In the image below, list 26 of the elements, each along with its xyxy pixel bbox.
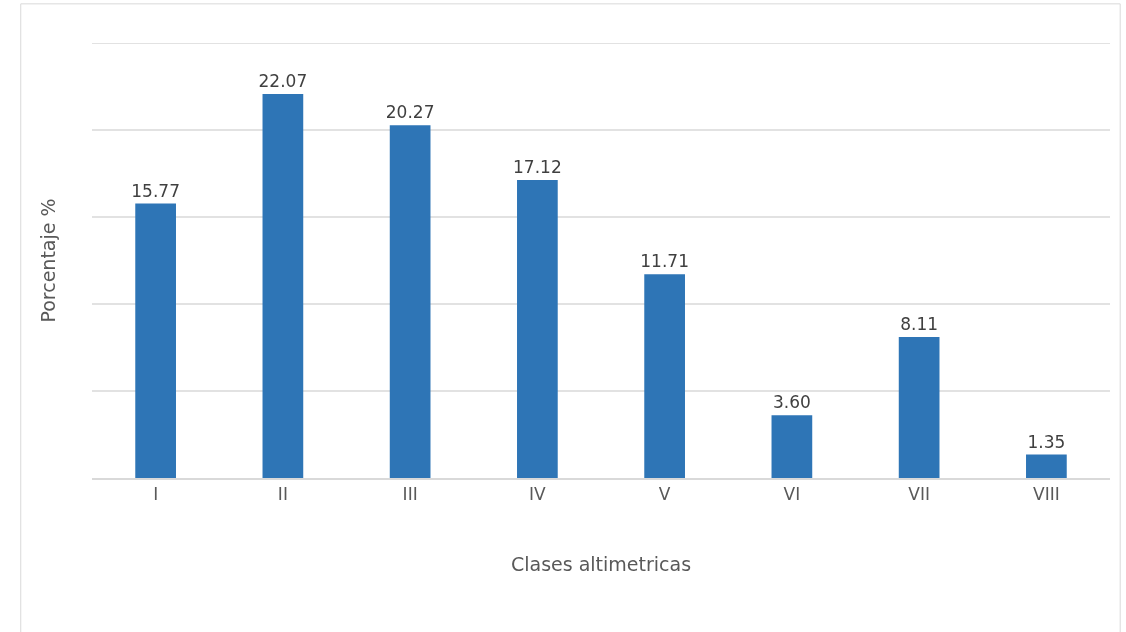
x-tick-label: IV <box>529 484 547 505</box>
x-tick-label: VII <box>908 484 930 505</box>
x-tick-label: V <box>658 484 671 505</box>
bar <box>771 415 813 478</box>
y-axis-title: Porcentaje % <box>36 198 59 323</box>
data-label: 15.77 <box>131 180 180 201</box>
x-tick-label: VI <box>783 484 801 505</box>
data-label: 20.27 <box>385 102 435 123</box>
x-tick-label: I <box>153 484 159 505</box>
bar <box>389 125 431 478</box>
bar <box>135 203 176 478</box>
bar <box>644 274 685 478</box>
bar <box>262 93 304 478</box>
data-label: 17.12 <box>513 157 562 178</box>
bar <box>517 180 558 478</box>
data-label: 8.11 <box>900 313 939 334</box>
bar <box>1026 454 1067 478</box>
x-axis-title: Clases altimetricas <box>510 553 692 576</box>
x-tick-label: II <box>277 484 288 505</box>
bar <box>898 336 940 478</box>
x-tick-label: III <box>402 484 418 505</box>
data-label: 11.71 <box>640 251 689 272</box>
data-label: 22.07 <box>258 70 308 91</box>
data-label: 1.35 <box>1027 431 1066 452</box>
data-label: 3.60 <box>772 392 811 413</box>
x-tick-label: VIII <box>1033 484 1060 505</box>
